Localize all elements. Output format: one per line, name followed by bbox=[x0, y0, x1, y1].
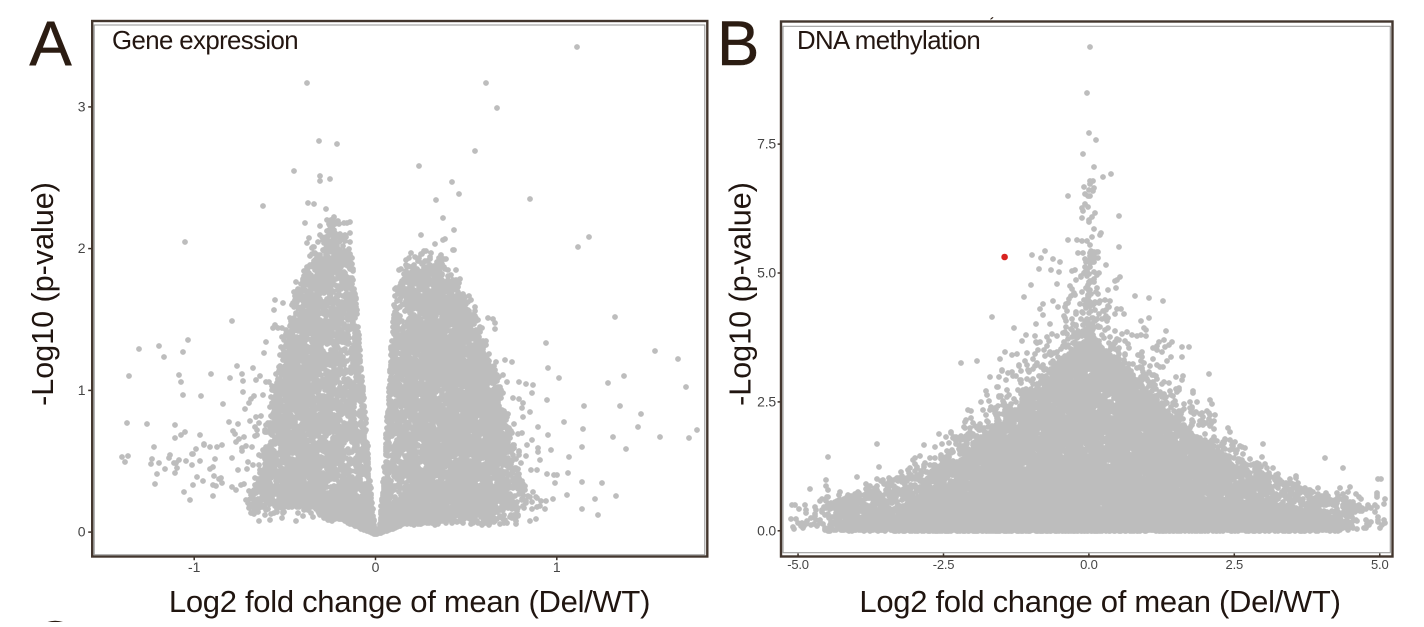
svg-text:-1: -1 bbox=[188, 559, 201, 575]
svg-text:B: B bbox=[717, 9, 759, 79]
svg-text:-2.5: -2.5 bbox=[933, 557, 955, 572]
svg-text:1: 1 bbox=[553, 559, 561, 575]
svg-text:3: 3 bbox=[78, 99, 86, 115]
svg-text:5.0: 5.0 bbox=[1371, 557, 1388, 572]
svg-text:0.0: 0.0 bbox=[757, 522, 776, 538]
svg-text:Gene expression: Gene expression bbox=[112, 27, 298, 55]
svg-text:Log2 fold change of mean (Del/: Log2 fold change of mean (Del/WT) bbox=[859, 584, 1340, 619]
svg-text:-Log10 (p-value): -Log10 (p-value) bbox=[26, 182, 60, 406]
svg-text:A: A bbox=[29, 9, 72, 79]
svg-text:2: 2 bbox=[78, 240, 86, 256]
svg-text:0.0: 0.0 bbox=[1080, 557, 1097, 572]
svg-text:5.0: 5.0 bbox=[757, 265, 776, 281]
svg-text:7.5: 7.5 bbox=[757, 136, 776, 152]
svg-text:0: 0 bbox=[372, 559, 380, 575]
svg-text:1: 1 bbox=[78, 382, 86, 398]
svg-text:-5.0: -5.0 bbox=[787, 557, 809, 572]
svg-text:DNA methylation: DNA methylation bbox=[797, 27, 980, 55]
svg-text:2.5: 2.5 bbox=[757, 394, 776, 410]
svg-text:0: 0 bbox=[78, 524, 86, 540]
svg-text:Log2 fold change of mean (Del/: Log2 fold change of mean (Del/WT) bbox=[169, 584, 650, 619]
svg-text:-Log10 (p-value): -Log10 (p-value) bbox=[724, 182, 758, 406]
svg-text:2.5: 2.5 bbox=[1226, 557, 1243, 572]
